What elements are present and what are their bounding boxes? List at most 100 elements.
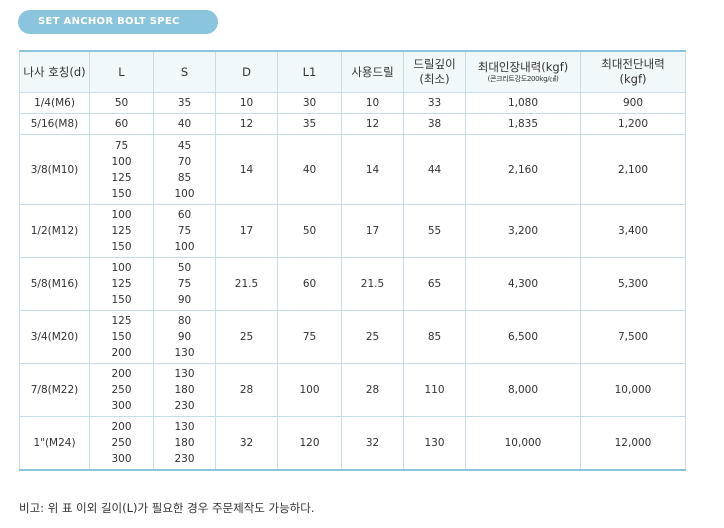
cell-tensile: 2,160: [465, 134, 581, 205]
header-shear-line1: 최대전단내력: [601, 57, 665, 71]
cell-L: 50: [89, 92, 154, 114]
header-tensile-note: (콘크리트강도200kg/㎠): [487, 75, 559, 83]
cell-L-value: 60: [114, 118, 129, 130]
cell-L: 100 125 150: [89, 257, 154, 311]
cell-L: 125 150 200: [89, 310, 154, 364]
cell-D: 17: [215, 204, 278, 258]
cell-S-value: 180: [174, 384, 195, 396]
header-L1: L1: [277, 50, 342, 93]
cell-L: 75 100 125 150: [89, 134, 154, 205]
cell-drill: 21.5: [341, 257, 404, 311]
cell-L: 60: [89, 113, 154, 135]
cell-S: 40: [153, 113, 216, 135]
cell-shear: 5,300: [580, 257, 686, 311]
cell-L-value: 125: [111, 315, 132, 327]
cell-L-value: 50: [114, 97, 129, 109]
cell-S-value: 130: [174, 347, 195, 359]
header-drill: 사용드릴: [341, 50, 404, 93]
cell-L-value: 150: [111, 187, 132, 200]
cell-L-value: 200: [111, 368, 132, 380]
header-size: 나사 호칭(d): [19, 50, 90, 93]
header-depth-line1: 드릴깊이: [413, 57, 456, 71]
cell-depth: 33: [403, 92, 466, 114]
cell-L-value: 200: [111, 421, 132, 433]
cell-S-value: 230: [174, 400, 195, 412]
cell-L-value: 150: [111, 331, 132, 343]
cell-L-value: 125: [111, 171, 132, 184]
cell-shear: 12,000: [580, 416, 686, 471]
cell-S: 50 75 90: [153, 257, 216, 311]
cell-size: 7/8(M22): [19, 363, 90, 417]
cell-L1: 75: [277, 310, 342, 364]
header-S: S: [153, 50, 216, 93]
remark-note: 비고: 위 표 이외 길이(L)가 필요한 경우 주문제작도 가능하다.: [19, 501, 315, 515]
cell-size: 5/16(M8): [19, 113, 90, 135]
table-row: 5/8(M16) 100 125 150 50 75 90 21.5 60 21.5 65 4,300…: [19, 257, 686, 311]
cell-L-value: 300: [111, 400, 132, 412]
cell-S-value: 90: [177, 331, 192, 343]
table-header-row: 나사 호칭(d) L S D L1 사용드릴 드릴깊이 (최소) 최대인장내력(…: [19, 50, 686, 93]
cell-D: 12: [215, 113, 278, 135]
cell-L1: 60: [277, 257, 342, 311]
cell-L-value: 200: [111, 347, 132, 359]
cell-L-value: 75: [114, 139, 129, 152]
cell-D: 21.5: [215, 257, 278, 311]
cell-S-value: 75: [177, 278, 192, 290]
cell-D: 25: [215, 310, 278, 364]
cell-S-value: 100: [174, 241, 195, 253]
cell-tensile: 3,200: [465, 204, 581, 258]
cell-L-value: 250: [111, 384, 132, 396]
cell-size: 1"(M24): [19, 416, 90, 471]
cell-shear: 900: [580, 92, 686, 114]
cell-tensile: 10,000: [465, 416, 581, 471]
cell-L: 200 250 300: [89, 416, 154, 471]
cell-tensile: 6,500: [465, 310, 581, 364]
cell-S: 45 70 85 100: [153, 134, 216, 205]
cell-L: 200 250 300: [89, 363, 154, 417]
cell-L1: 50: [277, 204, 342, 258]
cell-D: 10: [215, 92, 278, 114]
cell-S-value: 75: [177, 225, 192, 237]
cell-depth: 44: [403, 134, 466, 205]
cell-drill: 12: [341, 113, 404, 135]
cell-shear: 10,000: [580, 363, 686, 417]
cell-L-value: 125: [111, 278, 132, 290]
header-L: L: [89, 50, 154, 93]
table-row: 1/4(M6) 50 35 10 30 10 33 1,080 900: [19, 92, 686, 114]
cell-L1: 40: [277, 134, 342, 205]
cell-depth: 85: [403, 310, 466, 364]
cell-L-value: 100: [111, 262, 132, 274]
cell-depth: 38: [403, 113, 466, 135]
cell-S-value: 230: [174, 453, 195, 465]
spec-table-body: 1/4(M6) 50 35 10 30 10 33 1,080 900 5/16(M8) 60 40 1…: [19, 92, 686, 471]
cell-S: 130 180 230: [153, 416, 216, 471]
table-row: 3/4(M20) 125 150 200 80 90 130 25 75 25 85 6,500 7,5…: [19, 310, 686, 364]
cell-S-value: 100: [174, 187, 195, 200]
cell-drill: 14: [341, 134, 404, 205]
table-row: 5/16(M8) 60 40 12 35 12 38 1,835 1,200: [19, 113, 686, 135]
cell-S-value: 80: [177, 315, 192, 327]
table-row: 1/2(M12) 100 125 150 60 75 100 17 50 17 55 3,200 3,4…: [19, 204, 686, 258]
cell-depth: 110: [403, 363, 466, 417]
cell-S: 130 180 230: [153, 363, 216, 417]
cell-L1: 120: [277, 416, 342, 471]
cell-L-value: 150: [111, 241, 132, 253]
cell-depth: 130: [403, 416, 466, 471]
cell-L1: 30: [277, 92, 342, 114]
cell-tensile: 8,000: [465, 363, 581, 417]
cell-tensile: 1,835: [465, 113, 581, 135]
cell-depth: 55: [403, 204, 466, 258]
cell-shear: 7,500: [580, 310, 686, 364]
cell-S-value: 85: [177, 171, 192, 184]
cell-S-value: 40: [177, 118, 192, 130]
cell-drill: 32: [341, 416, 404, 471]
cell-S-value: 130: [174, 421, 195, 433]
cell-shear: 1,200: [580, 113, 686, 135]
cell-L-value: 150: [111, 294, 132, 306]
cell-S: 80 90 130: [153, 310, 216, 364]
cell-depth: 65: [403, 257, 466, 311]
header-tensile-label: 최대인장내력(kgf): [477, 60, 569, 74]
cell-L-value: 250: [111, 437, 132, 449]
cell-S-value: 45: [177, 139, 192, 152]
cell-size: 5/8(M16): [19, 257, 90, 311]
